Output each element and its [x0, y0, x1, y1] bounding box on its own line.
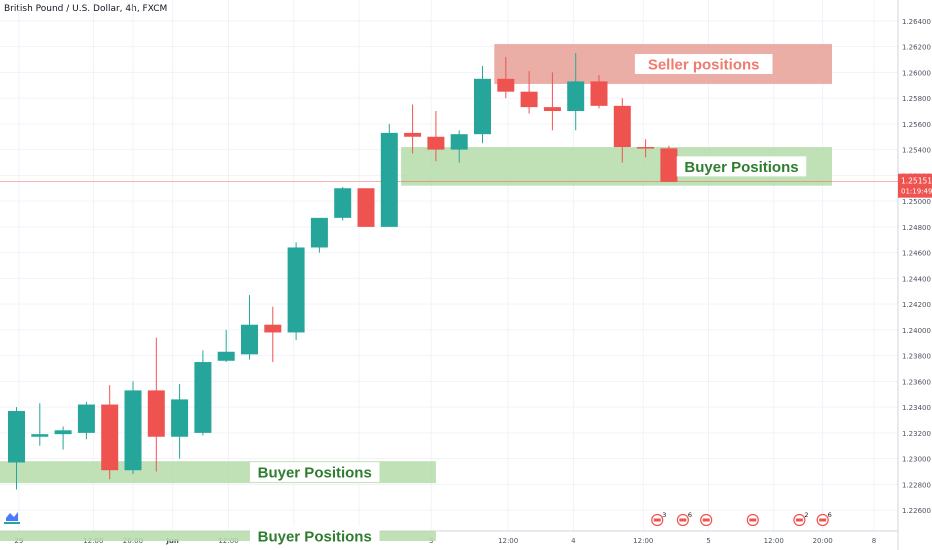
candle-body[interactable]	[217, 351, 235, 361]
bar-countdown-label: 01:19:49	[901, 188, 932, 196]
zone-label-bg	[676, 156, 807, 177]
y-tick-label: 1.24600	[902, 250, 931, 258]
candle-body[interactable]	[101, 404, 119, 471]
x-tick-label: 4	[571, 537, 576, 545]
y-tick-label: 1.25000	[902, 198, 931, 206]
chart-title: British Pound / U.S. Dollar, 4h, FXCM	[4, 4, 168, 14]
event-flag-icon	[795, 518, 803, 522]
candle-body[interactable]	[590, 81, 608, 106]
x-tick-label: 12:00	[633, 537, 653, 545]
y-tick-label: 1.26200	[902, 44, 931, 52]
event-count: 2	[804, 511, 808, 519]
candle-body[interactable]	[404, 132, 422, 137]
y-tick-label: 1.24200	[902, 301, 931, 309]
y-tick-label: 1.22600	[902, 507, 931, 515]
candle-body[interactable]	[380, 132, 398, 227]
x-tick-label: 12:00	[498, 537, 518, 545]
y-tick-label: 1.23000	[902, 456, 931, 464]
candle-body[interactable]	[147, 390, 165, 437]
candle-body[interactable]	[77, 404, 95, 433]
x-tick-label: 12:00	[764, 537, 784, 545]
y-tick-label: 1.23400	[902, 404, 931, 412]
candle-body[interactable]	[427, 136, 445, 150]
y-tick-label: 1.24400	[902, 275, 931, 283]
candle-body[interactable]	[357, 188, 375, 227]
y-tick-label: 1.22800	[902, 481, 931, 489]
candle-body[interactable]	[171, 399, 189, 437]
zone-label: Buyer Positions	[684, 159, 798, 176]
event-count: 3	[662, 511, 666, 519]
candle-body[interactable]	[637, 147, 655, 149]
zone-label-bg	[249, 525, 380, 546]
y-tick-label: 1.25800	[902, 95, 931, 103]
event-count: 6	[688, 511, 692, 519]
candle-body[interactable]	[520, 91, 538, 108]
candle-body[interactable]	[567, 81, 585, 111]
candle-body[interactable]	[264, 324, 282, 333]
y-tick-label: 1.25600	[902, 121, 931, 129]
candle-body[interactable]	[660, 148, 678, 182]
event-count: 6	[828, 511, 832, 519]
zone-label: Seller positions	[648, 57, 760, 74]
candle-body[interactable]	[497, 78, 515, 92]
candle-body[interactable]	[474, 78, 491, 135]
candle-body[interactable]	[8, 410, 25, 463]
x-tick-label: 8	[872, 537, 876, 545]
candle-body[interactable]	[310, 217, 328, 248]
x-tick-label: 5	[706, 537, 710, 545]
y-tick-label: 1.23800	[902, 353, 931, 361]
y-tick-label: 1.23200	[902, 430, 931, 438]
zone-label: Buyer Positions	[258, 528, 372, 545]
candle-body[interactable]	[287, 247, 305, 333]
y-tick-label: 1.24000	[902, 327, 931, 335]
current-price-label: 1.25151	[901, 177, 932, 186]
event-flag-icon	[749, 518, 757, 522]
candle-body[interactable]	[241, 324, 258, 355]
candle-body[interactable]	[450, 134, 468, 150]
buyer-zone-3[interactable]	[0, 530, 436, 542]
x-tick-label: 20:00	[813, 537, 833, 545]
candle-body[interactable]	[31, 434, 49, 437]
candle-body[interactable]	[543, 107, 561, 111]
y-tick-label: 1.26400	[902, 18, 931, 26]
y-tick-label: 1.25400	[902, 147, 931, 155]
zone-label-bg	[634, 54, 773, 75]
y-tick-label: 1.23600	[902, 378, 931, 386]
y-tick-label: 1.24800	[902, 224, 931, 232]
candle-body[interactable]	[613, 105, 631, 148]
candle-body[interactable]	[194, 362, 212, 433]
candle-body[interactable]	[334, 188, 352, 218]
y-tick-label: 1.26000	[902, 69, 931, 77]
event-flag-icon	[653, 518, 661, 522]
event-flag-icon	[679, 518, 687, 522]
tradingview-logo-icon	[4, 512, 20, 524]
candle-body[interactable]	[54, 430, 72, 435]
zone-label-bg	[249, 462, 380, 483]
zone-label: Buyer Positions	[258, 465, 372, 482]
current-price-badge	[898, 173, 932, 198]
candle-body[interactable]	[124, 390, 142, 471]
event-flag-icon	[702, 518, 710, 522]
event-flag-icon	[819, 518, 827, 522]
